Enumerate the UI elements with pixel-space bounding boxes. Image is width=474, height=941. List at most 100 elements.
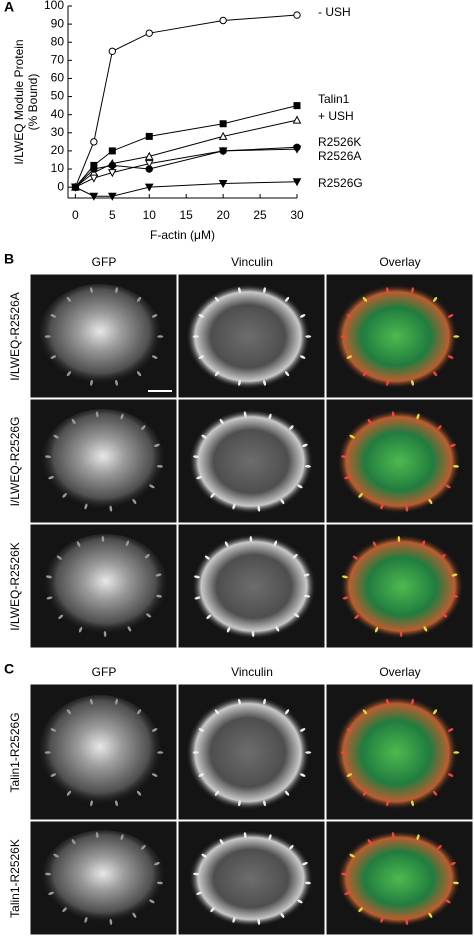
adhesion — [50, 314, 57, 318]
adhesion — [447, 728, 454, 732]
adhesion — [48, 891, 54, 895]
adhesion — [194, 596, 201, 600]
point — [292, 178, 302, 187]
adhesion — [58, 614, 64, 620]
adhesion — [66, 296, 72, 302]
adhesion — [141, 844, 146, 850]
adhesion — [354, 614, 360, 620]
adhesion — [50, 728, 57, 732]
adhesion — [386, 800, 389, 807]
adhesion — [136, 709, 142, 715]
adhesion — [257, 918, 261, 925]
adhesion — [132, 912, 137, 918]
point — [144, 151, 154, 160]
adhesion — [151, 355, 158, 359]
adhesion — [224, 541, 229, 547]
adhesion — [447, 314, 454, 318]
series-line — [75, 148, 298, 188]
adhesion — [437, 425, 442, 430]
series-label: R2526G — [318, 176, 363, 190]
y-tick-label: 60 — [51, 71, 65, 85]
column-header: GFP — [92, 255, 117, 269]
series-label: - USH — [318, 5, 351, 19]
y-tick-label: 40 — [51, 107, 65, 121]
row-label: I/LWEQ-R2526A — [8, 292, 22, 380]
cell — [333, 694, 459, 811]
panel-label: A — [4, 0, 14, 15]
adhesion — [284, 296, 290, 302]
adhesion — [397, 536, 401, 543]
y-tick-label: 70 — [51, 53, 65, 67]
adhesion — [50, 773, 57, 777]
adhesion — [146, 613, 152, 618]
adhesion — [432, 709, 438, 715]
adhesion — [115, 800, 118, 807]
column-header: Vinculin — [231, 665, 273, 679]
adhesion — [157, 751, 164, 754]
adhesion — [206, 614, 212, 620]
adhesion — [386, 287, 389, 294]
y-tick-label: 90 — [51, 16, 65, 30]
adhesion — [90, 379, 93, 386]
adhesion — [386, 698, 389, 705]
adhesion — [71, 418, 76, 425]
adhesion — [362, 296, 368, 302]
adhesion — [249, 536, 253, 543]
adhesion — [193, 872, 200, 876]
adhesion — [251, 630, 255, 637]
adhesion — [445, 899, 451, 904]
adhesion — [66, 709, 72, 715]
adhesion — [340, 751, 347, 754]
adhesion — [127, 626, 132, 632]
adhesion — [450, 862, 456, 866]
adhesion — [232, 503, 236, 510]
adhesion — [302, 862, 308, 866]
x-tick-label: 20 — [216, 208, 230, 222]
y-axis-label: I/LWEQ Module Protein — [12, 39, 26, 164]
adhesion — [411, 379, 414, 386]
adhesion — [341, 872, 348, 876]
adhesion — [136, 371, 142, 377]
series-label: + USH — [318, 109, 354, 123]
y-tick-label: 100 — [44, 0, 64, 12]
adhesion — [136, 296, 142, 302]
adhesion — [428, 912, 433, 918]
adhesion — [445, 484, 451, 489]
adhesion — [367, 839, 372, 845]
adhesion — [192, 751, 199, 754]
adhesion — [238, 800, 241, 807]
adhesion — [156, 594, 163, 598]
adhesion — [346, 773, 353, 777]
adhesion — [297, 899, 303, 904]
adhesion — [263, 287, 266, 294]
adhesion — [263, 379, 266, 386]
y-tick-label: 50 — [51, 89, 65, 103]
point — [107, 169, 117, 178]
adhesion — [156, 881, 163, 885]
cell — [188, 830, 314, 927]
column-header: GFP — [92, 665, 117, 679]
adhesion — [292, 553, 298, 559]
adhesion — [386, 379, 389, 386]
adhesion — [416, 413, 420, 420]
adhesion — [447, 355, 454, 359]
adhesion — [66, 790, 72, 796]
adhesion — [346, 728, 353, 732]
adhesion — [115, 287, 118, 294]
adhesion — [243, 832, 247, 839]
point — [145, 29, 153, 37]
adhesion — [289, 425, 294, 430]
adhesion — [53, 853, 59, 858]
adhesion — [294, 613, 300, 618]
point — [218, 131, 228, 140]
adhesion — [284, 709, 290, 715]
adhesion — [447, 773, 454, 777]
adhesion — [452, 594, 459, 598]
point — [108, 161, 117, 170]
adhesion — [56, 555, 62, 560]
adhesion — [192, 335, 199, 338]
adhesion — [344, 476, 350, 480]
y-tick-label: 20 — [51, 143, 65, 157]
adhesion — [391, 832, 395, 839]
adhesion — [358, 907, 363, 913]
